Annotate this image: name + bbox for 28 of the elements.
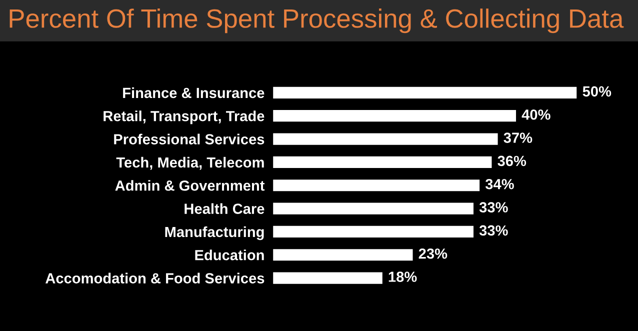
data-label: 34% (485, 178, 514, 190)
bar (273, 86, 577, 98)
data-label: 23% (418, 248, 448, 259)
data-label: 37% (504, 132, 532, 143)
data-label: 33% (479, 225, 508, 236)
y-tick-label: Manufacturing (165, 226, 264, 240)
data-label: 50% (582, 86, 612, 97)
y-tick-label: Professional Services (114, 134, 264, 144)
data-label: 18% (388, 272, 417, 282)
data-label: 33% (479, 202, 508, 212)
y-tick-label: Retail, Transport, Trade (104, 110, 264, 124)
data-label: 36% (498, 156, 526, 166)
y-tick-label: Accomodation & Food Services (46, 272, 264, 284)
bar (273, 110, 516, 122)
y-tick-label: Admin & Government (115, 180, 265, 191)
y-tick-label: Tech, Media, Telecom (116, 156, 264, 170)
bar (273, 202, 474, 214)
chart-title: Percent Of Time Spent Processing & Collecting Data (10, 8, 624, 34)
bar (273, 180, 480, 192)
bar (273, 156, 492, 168)
y-tick-label: Education (195, 250, 264, 260)
bar (273, 226, 474, 238)
y-tick-label: Health Care (184, 203, 264, 214)
y-tick-label: Finance & Insurance (123, 87, 264, 98)
bar (273, 249, 413, 261)
bar (273, 272, 382, 284)
data-label: 40% (522, 109, 550, 120)
bar (273, 133, 498, 145)
